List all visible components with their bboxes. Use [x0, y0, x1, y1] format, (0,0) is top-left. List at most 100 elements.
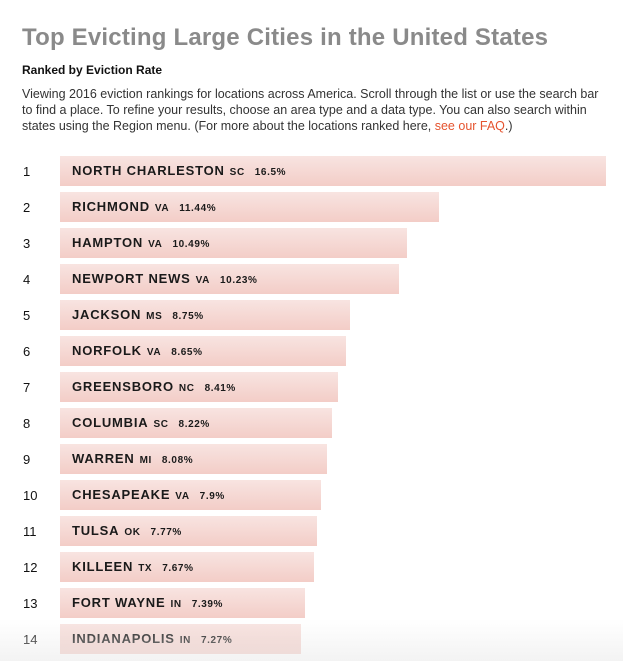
page-title: Top Evicting Large Cities in the United …	[22, 24, 549, 51]
list-item[interactable]: 6 NORFOLK VA 8.65%	[0, 336, 623, 366]
rank-number: 3	[23, 236, 31, 251]
list-item[interactable]: 12 KILLEEN TX 7.67%	[0, 552, 623, 582]
list-item[interactable]: 11 TULSA OK 7.77%	[0, 516, 623, 546]
rank-number: 4	[23, 272, 31, 287]
rank-number: 5	[23, 308, 31, 323]
city-name: JACKSON	[72, 307, 142, 322]
list-item[interactable]: 10 CHESAPEAKE VA 7.9%	[0, 480, 623, 510]
bar[interactable]	[60, 156, 606, 186]
description: Viewing 2016 eviction rankings for locat…	[22, 86, 607, 134]
eviction-rate: 16.5%	[254, 167, 287, 178]
state-code: NC	[178, 383, 195, 394]
description-end: .)	[504, 119, 513, 133]
eviction-rate: 7.9%	[199, 491, 225, 502]
eviction-rate: 7.39%	[191, 599, 224, 610]
bar-label: FORT WAYNE IN 7.39%	[72, 595, 223, 610]
bar-label: INDIANAPOLIS IN 7.27%	[72, 631, 232, 646]
eviction-rate: 8.65%	[171, 347, 203, 358]
bar-label: CHESAPEAKE VA 7.9%	[72, 487, 225, 502]
city-name: NORTH CHARLESTON	[72, 163, 225, 178]
city-name: NEWPORT NEWS	[72, 271, 191, 286]
city-name: HAMPTON	[72, 235, 144, 250]
bar[interactable]	[60, 480, 322, 510]
city-name: FORT WAYNE	[72, 595, 166, 610]
bar[interactable]	[60, 300, 350, 330]
bar-label: WARREN MI 8.08%	[72, 451, 193, 466]
bar[interactable]	[60, 264, 399, 294]
bar[interactable]	[60, 372, 339, 402]
eviction-rate: 10.49%	[172, 239, 210, 250]
state-code: VA	[148, 239, 163, 250]
bar[interactable]	[60, 408, 332, 438]
subtitle: Ranked by Eviction Rate	[22, 63, 163, 77]
description-text: Viewing 2016 eviction rankings for locat…	[22, 87, 599, 133]
state-code: MS	[146, 311, 163, 322]
eviction-rate: 7.67%	[162, 563, 194, 574]
list-item[interactable]: 8 COLUMBIA SC 8.22%	[0, 408, 623, 438]
state-code: VA	[175, 491, 190, 502]
bar[interactable]	[60, 516, 318, 546]
state-code: MI	[139, 455, 152, 466]
bar[interactable]	[60, 444, 328, 474]
city-name: GREENSBORO	[72, 379, 174, 394]
rank-number: 12	[23, 560, 38, 575]
state-code: IN	[179, 635, 191, 646]
bar-label: NEWPORT NEWS VA 10.23%	[72, 271, 258, 286]
eviction-rate: 8.75%	[172, 311, 204, 322]
bar-label: NORFOLK VA 8.65%	[72, 343, 203, 358]
bar-label: JACKSON MS 8.75%	[72, 307, 204, 322]
state-code: VA	[195, 275, 211, 286]
city-name: KILLEEN	[72, 559, 134, 574]
rank-number: 8	[23, 416, 31, 431]
city-name: COLUMBIA	[72, 415, 149, 430]
rank-number: 10	[23, 488, 38, 503]
state-code: VA	[154, 203, 170, 214]
rank-number: 13	[23, 596, 38, 611]
rank-number: 1	[23, 164, 31, 179]
list-item[interactable]: 4 NEWPORT NEWS VA 10.23%	[0, 264, 623, 294]
eviction-rate: 7.77%	[150, 527, 182, 538]
state-code: SC	[229, 167, 245, 178]
eviction-rate: 10.23%	[220, 275, 258, 286]
city-name: WARREN	[72, 451, 135, 466]
bar[interactable]	[60, 192, 439, 222]
bar-label: NORTH CHARLESTON SC 16.5%	[72, 163, 286, 178]
state-code: TX	[138, 563, 153, 574]
city-name: CHESAPEAKE	[72, 487, 171, 502]
bar-label: KILLEEN TX 7.67%	[72, 559, 194, 574]
eviction-rate: 7.27%	[200, 635, 233, 646]
bar-label: RICHMOND VA 11.44%	[72, 199, 216, 214]
rank-number: 2	[23, 200, 31, 215]
faq-link[interactable]: see our FAQ	[434, 119, 505, 133]
bar-label: HAMPTON VA 10.49%	[72, 235, 210, 250]
state-code: IN	[170, 599, 182, 610]
city-name: RICHMOND	[72, 199, 150, 214]
rank-number: 11	[23, 524, 37, 539]
rank-number: 14	[23, 632, 38, 647]
list-item[interactable]: 7 GREENSBORO NC 8.41%	[0, 372, 623, 402]
list-item[interactable]: 14 INDIANAPOLIS IN 7.27%	[0, 624, 623, 654]
state-code: VA	[146, 347, 162, 358]
bar-label: GREENSBORO NC 8.41%	[72, 379, 236, 394]
state-code: OK	[124, 527, 141, 538]
list-item[interactable]: 5 JACKSON MS 8.75%	[0, 300, 623, 330]
rank-number: 7	[23, 380, 31, 395]
bar[interactable]	[60, 228, 408, 258]
state-code: SC	[153, 419, 169, 430]
bar-label: TULSA OK 7.77%	[72, 523, 182, 538]
city-name: TULSA	[72, 523, 120, 538]
list-item[interactable]: 13 FORT WAYNE IN 7.39%	[0, 588, 623, 618]
list-item[interactable]: 3 HAMPTON VA 10.49%	[0, 228, 623, 258]
list-item[interactable]: 9 WARREN MI 8.08%	[0, 444, 623, 474]
eviction-rate: 11.44%	[179, 203, 217, 214]
bar[interactable]	[60, 588, 305, 618]
eviction-rate: 8.22%	[178, 419, 210, 430]
list-item[interactable]: 2 RICHMOND VA 11.44%	[0, 192, 623, 222]
eviction-rate: 8.41%	[204, 383, 236, 394]
bar[interactable]	[60, 552, 314, 582]
city-name: INDIANAPOLIS	[72, 631, 175, 646]
bar[interactable]	[60, 336, 347, 366]
city-name: NORFOLK	[72, 343, 142, 358]
rank-number: 9	[23, 452, 31, 467]
list-item[interactable]: 1 NORTH CHARLESTON SC 16.5%	[0, 156, 623, 186]
